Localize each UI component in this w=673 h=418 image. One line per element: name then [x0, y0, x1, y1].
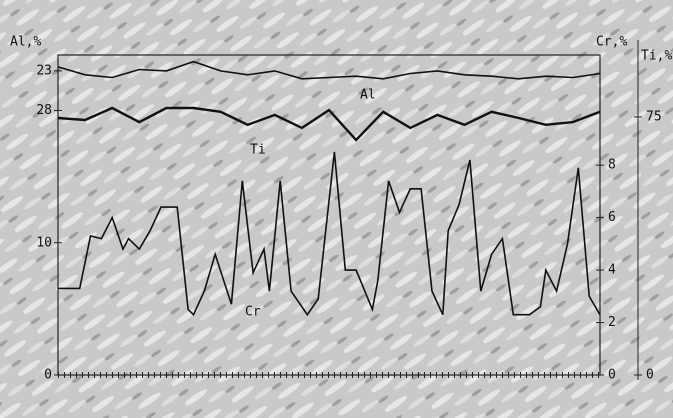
- y-tick-label: 28: [36, 103, 52, 118]
- y-tick-label: 0: [44, 368, 52, 383]
- y2-tick-label: 4: [608, 263, 616, 278]
- y2-tick-label: 0: [608, 368, 616, 383]
- y-axis-label: Al,%: [10, 35, 41, 50]
- series-label: Al: [360, 88, 376, 103]
- y2-tick-label: 6: [608, 210, 616, 225]
- data-line: [57, 106, 601, 142]
- y3-tick-label: 75: [646, 109, 662, 124]
- y3-tick-label: 0: [646, 368, 654, 383]
- series-label: Ti: [250, 143, 266, 158]
- data-line: [57, 60, 601, 80]
- y2-axis-label: Cr,%: [596, 35, 627, 50]
- y3-axis-label: Ti,%: [641, 49, 672, 64]
- y2-tick-label: 2: [608, 315, 616, 330]
- series-label: Cr: [245, 305, 261, 320]
- y-tick-label: 23: [36, 63, 52, 78]
- y2-tick-label: 8: [608, 158, 616, 173]
- y-tick-label: 10: [36, 235, 52, 250]
- data-line: [58, 151, 601, 317]
